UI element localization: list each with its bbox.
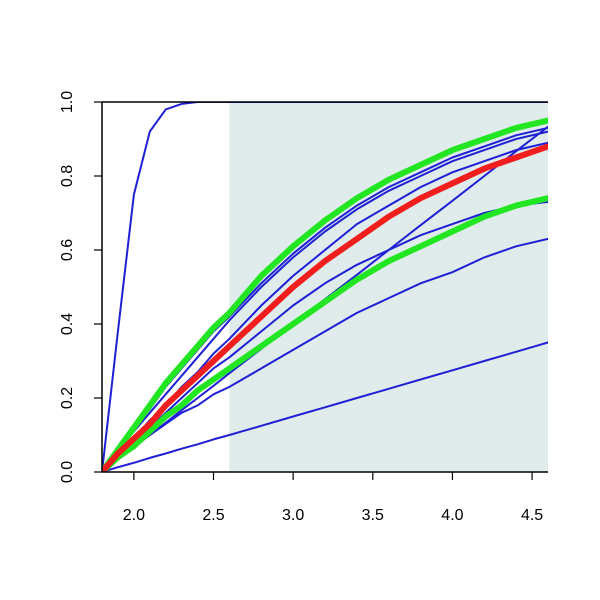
shaded-region — [229, 102, 548, 472]
y-tick-label: 0.2 — [59, 387, 76, 409]
x-tick-label: 3.5 — [362, 507, 384, 524]
series-line-blue-4 — [102, 130, 548, 472]
y-tick-label: 0.8 — [59, 165, 76, 187]
series-group — [102, 102, 548, 472]
x-tick-label: 3.0 — [282, 507, 304, 524]
series-line-red-10 — [102, 143, 548, 472]
y-tick-label: 0.0 — [59, 461, 76, 483]
x-tick-label: 2.0 — [123, 507, 145, 524]
x-tick-label: 4.5 — [521, 507, 543, 524]
x-tick-label: 4.0 — [441, 507, 463, 524]
series-line-green-9 — [102, 195, 548, 472]
axes: 2.0 2.5 3.0 3.5 4.0 4.5 0.0 0.2 0.4 0.6 0.8 1.0 — [59, 91, 548, 524]
y-tick-label: 0.4 — [59, 313, 76, 335]
y-tick-label: 1.0 — [59, 91, 76, 113]
series-line-blue-7 — [102, 341, 548, 472]
x-tick-label: 2.5 — [202, 507, 224, 524]
y-tick-label: 0.6 — [59, 239, 76, 261]
series-line-green-8 — [102, 117, 548, 472]
plot-area — [102, 102, 548, 472]
series-line-blue-0 — [102, 102, 548, 472]
